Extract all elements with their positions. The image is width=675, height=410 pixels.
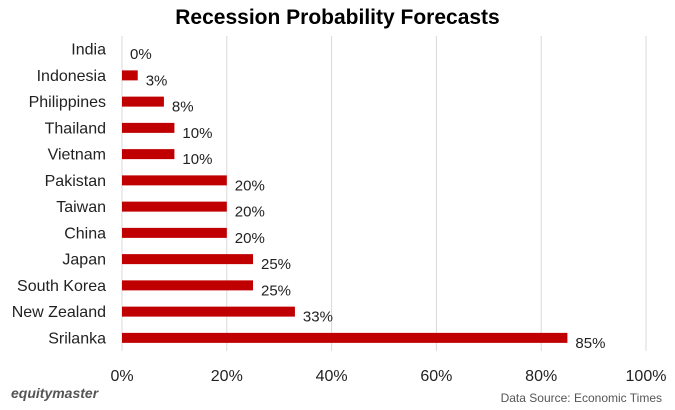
bar: [122, 254, 253, 265]
x-tick-label: 20%: [211, 368, 243, 385]
bar: [122, 332, 568, 343]
category-label: Taiwan: [56, 199, 106, 216]
x-tick-label: 60%: [420, 368, 452, 385]
data-source-note: Data Source: Economic Times: [500, 391, 662, 405]
data-label: 25%: [261, 282, 291, 299]
x-tick-label: 40%: [316, 368, 348, 385]
bar: [122, 149, 175, 160]
data-label: 85%: [575, 335, 605, 352]
data-label: 20%: [235, 204, 265, 221]
category-label: New Zealand: [12, 304, 106, 321]
data-label: 3%: [146, 72, 168, 89]
category-label: Srilanka: [48, 330, 106, 347]
data-label: 0%: [130, 46, 152, 63]
brand-logo: equitymaster: [11, 385, 99, 401]
data-label: 20%: [235, 177, 265, 194]
category-label: China: [64, 225, 106, 242]
bar: [122, 227, 227, 238]
bar: [122, 122, 175, 133]
category-label: India: [71, 42, 106, 59]
x-tick-label: 80%: [525, 368, 557, 385]
bar: [122, 70, 138, 81]
data-label: 8%: [172, 99, 194, 116]
bar: [122, 201, 227, 212]
data-label: 10%: [182, 125, 212, 142]
category-label: Indonesia: [37, 68, 106, 85]
data-label: 10%: [182, 151, 212, 168]
x-tick-label: 100%: [626, 368, 667, 385]
category-label: South Korea: [17, 278, 106, 295]
category-label: Pakistan: [45, 173, 106, 190]
bar: [122, 306, 295, 317]
bar: [122, 175, 227, 186]
data-label: 33%: [303, 309, 333, 326]
bar: [122, 280, 253, 291]
bar: [122, 96, 164, 107]
data-label: 25%: [261, 256, 291, 273]
category-label: Philippines: [29, 94, 106, 111]
chart-title: Recession Probability Forecasts: [175, 6, 500, 29]
category-label: Japan: [62, 252, 106, 269]
category-label: Thailand: [45, 120, 106, 137]
x-tick-label: 0%: [110, 368, 133, 385]
data-label: 20%: [235, 230, 265, 247]
category-label: Vietnam: [48, 147, 106, 164]
